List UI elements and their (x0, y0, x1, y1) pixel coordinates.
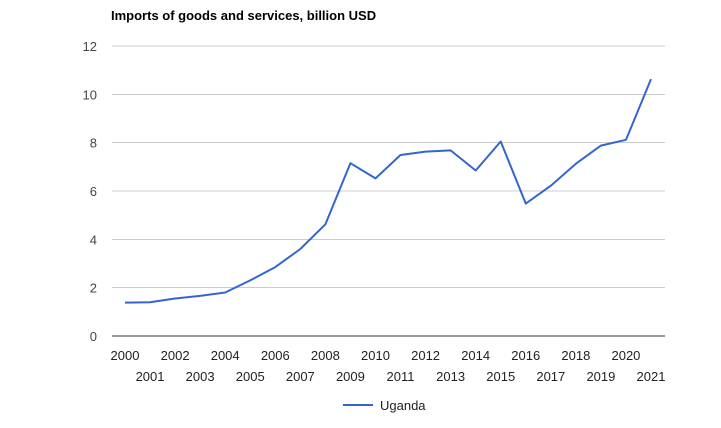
x-axis-ticks: 2000 2001 2002 2003 2004 2005 2006 2007 2008 2009… (111, 348, 666, 384)
x-tick-label: 2007 (286, 369, 315, 384)
data-point (121, 299, 129, 307)
data-point (397, 151, 405, 159)
data-point (196, 292, 204, 300)
data-point (296, 245, 304, 253)
y-tick-label: 8 (90, 136, 97, 151)
x-tick-label: 2014 (461, 348, 490, 363)
x-tick-label: 2011 (387, 369, 415, 384)
x-tick-label: 2016 (511, 348, 540, 363)
x-tick-label: 2021 (637, 369, 666, 384)
y-tick-label: 0 (90, 329, 97, 344)
series-line-uganda (124, 78, 652, 304)
x-tick-label: 2010 (361, 348, 390, 363)
data-point (647, 75, 655, 83)
x-tick-label: 2009 (336, 369, 365, 384)
x-tick-label: 2013 (436, 369, 465, 384)
x-tick-label: 2002 (161, 348, 190, 363)
data-point (597, 142, 605, 150)
data-point (497, 137, 505, 145)
y-tick-label: 2 (90, 281, 97, 296)
chart-title: Imports of goods and services, billion U… (111, 8, 376, 23)
x-tick-label: 2004 (211, 348, 240, 363)
x-tick-label: 2020 (611, 348, 640, 363)
data-point (622, 136, 630, 144)
data-point (522, 200, 530, 208)
x-tick-label: 2005 (236, 369, 265, 384)
data-point (271, 263, 279, 271)
data-point (321, 220, 329, 228)
gridlines (112, 45, 665, 337)
x-tick-label: 2000 (111, 348, 140, 363)
y-tick-label: 6 (90, 184, 97, 199)
x-tick-label: 2018 (561, 348, 590, 363)
data-point (371, 174, 379, 182)
data-point (472, 166, 480, 174)
x-tick-label: 2006 (261, 348, 290, 363)
data-point (547, 182, 555, 190)
legend[interactable]: Uganda (343, 398, 426, 413)
y-tick-label: 4 (90, 232, 97, 247)
data-point (171, 295, 179, 303)
x-tick-label: 2015 (486, 369, 515, 384)
series-group (121, 75, 655, 307)
y-tick-label: 12 (83, 39, 97, 54)
data-point (447, 146, 455, 154)
x-tick-label: 2017 (536, 369, 565, 384)
data-point (346, 159, 354, 167)
x-tick-label: 2008 (311, 348, 340, 363)
data-point (246, 276, 254, 284)
data-point (146, 298, 154, 306)
x-tick-label: 2019 (586, 369, 615, 384)
y-axis-ticks: 0 2 4 6 8 10 12 (83, 39, 97, 344)
x-tick-label: 2003 (186, 369, 215, 384)
y-tick-label: 10 (83, 87, 97, 102)
data-point (422, 148, 430, 156)
data-point (572, 160, 580, 168)
x-tick-label: 2001 (136, 369, 165, 384)
data-point (221, 289, 229, 297)
legend-label-uganda: Uganda (380, 398, 426, 413)
x-tick-label: 2012 (411, 348, 440, 363)
